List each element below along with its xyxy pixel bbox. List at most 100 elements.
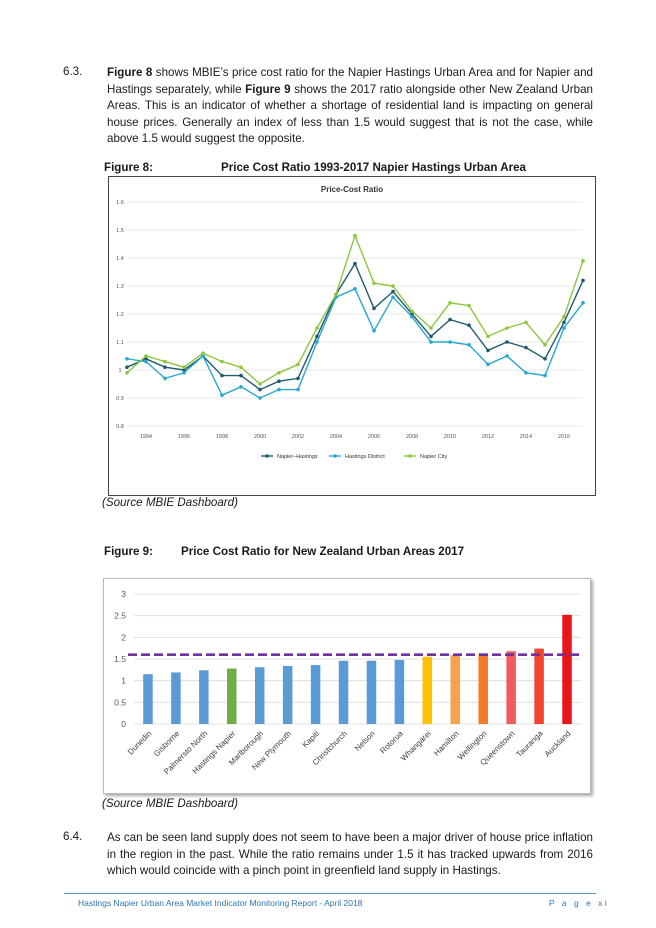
data-point xyxy=(125,357,129,361)
y-tick-label: 0.5 xyxy=(114,697,126,707)
x-tick-label: Whangarei xyxy=(399,729,433,763)
data-point xyxy=(467,323,471,327)
data-point xyxy=(524,320,528,325)
data-point xyxy=(448,317,452,322)
data-point xyxy=(353,261,357,266)
x-tick-label: Hamilton xyxy=(432,729,461,758)
data-point xyxy=(524,371,528,375)
paragraph-number: 6.3. xyxy=(63,65,83,78)
data-point xyxy=(201,354,205,358)
data-point xyxy=(429,326,433,330)
x-tick-label: 2000 xyxy=(254,434,266,440)
x-tick-label: Dunedin xyxy=(126,729,153,756)
data-point xyxy=(258,387,262,392)
bar xyxy=(199,670,209,724)
x-tick-label: 2012 xyxy=(482,434,494,440)
data-point xyxy=(353,233,357,238)
bar xyxy=(450,655,461,724)
data-point xyxy=(524,345,528,350)
data-point xyxy=(239,385,243,389)
data-point xyxy=(429,340,433,344)
data-point xyxy=(144,357,148,361)
data-point xyxy=(201,351,205,355)
data-point xyxy=(353,287,357,291)
data-point xyxy=(448,301,452,305)
data-point xyxy=(391,289,395,294)
y-tick-label: 1 xyxy=(118,368,121,374)
x-tick-label: 2004 xyxy=(330,434,342,440)
data-point xyxy=(163,359,167,364)
data-point xyxy=(410,315,414,319)
figure-9-source: (Source MBIE Dashboard) xyxy=(102,797,238,810)
data-point xyxy=(125,371,129,375)
data-point xyxy=(486,348,490,353)
page-number: P a g e xi xyxy=(549,898,610,908)
bar xyxy=(534,648,544,724)
data-point xyxy=(581,259,585,263)
data-point xyxy=(334,292,338,297)
data-point xyxy=(562,315,566,319)
legend-marker xyxy=(265,454,269,458)
footer-rule xyxy=(64,893,596,894)
data-point xyxy=(220,359,224,364)
data-point xyxy=(277,379,281,383)
bar xyxy=(478,653,488,724)
data-point xyxy=(220,393,224,397)
data-point xyxy=(543,343,547,347)
data-point xyxy=(410,309,414,313)
data-point xyxy=(258,382,262,386)
y-tick-label: 2 xyxy=(121,632,126,642)
bar xyxy=(338,660,349,724)
data-point xyxy=(296,362,300,367)
bar xyxy=(366,660,377,724)
data-point xyxy=(182,365,186,369)
data-point xyxy=(163,376,167,381)
figure-9-title: Price Cost Ratio for New Zealand Urban A… xyxy=(181,545,465,558)
x-tick-label: 2014 xyxy=(520,434,532,440)
data-point xyxy=(562,320,566,325)
bar xyxy=(227,668,237,724)
figure-8-chart: Price-Cost Ratio 0.8 0.9 1 1.1 1.2 1.3 1.4 1.5 1.… xyxy=(108,176,596,496)
paragraph-6-3: Figure 8 shows MBIE’s price cost ratio f… xyxy=(107,65,593,148)
bar xyxy=(282,665,293,724)
y-tick-label: 2.5 xyxy=(114,611,126,621)
data-point xyxy=(277,387,281,392)
data-point xyxy=(296,376,300,381)
y-tick-label: 1 xyxy=(121,676,126,686)
x-tick-label: 2002 xyxy=(292,434,304,440)
figure-8-label: Figure 8: xyxy=(104,161,153,174)
legend-marker xyxy=(333,454,337,458)
figure-9-ref: Figure 9 xyxy=(245,82,291,96)
data-point xyxy=(315,340,319,344)
data-point xyxy=(467,343,471,347)
y-tick-label: 3 xyxy=(121,589,126,599)
footer-title: Hastings Napier Urban Area Market Indica… xyxy=(78,898,363,908)
data-point xyxy=(258,396,262,400)
bar xyxy=(254,667,265,724)
data-point xyxy=(315,326,319,330)
data-point xyxy=(391,295,395,299)
figure-9-chart: 0 0.5 1 1.5 2 2.5 3 Dunedin Gisborne Palmersto No… xyxy=(103,578,591,794)
data-point xyxy=(163,365,167,369)
data-point xyxy=(372,306,376,311)
x-tick-label: Tauranga xyxy=(515,729,545,759)
data-point xyxy=(448,340,452,344)
data-point xyxy=(315,334,319,339)
data-point xyxy=(429,334,433,339)
bar xyxy=(562,614,572,724)
y-tick-label: 1.6 xyxy=(116,200,124,206)
figure-8-source: (Source MBIE Dashboard) xyxy=(102,496,238,509)
data-point xyxy=(581,301,585,305)
y-tick-label: 1.2 xyxy=(116,312,124,318)
y-tick-label: 0.8 xyxy=(116,424,124,430)
legend-label: Hastings District xyxy=(345,454,385,460)
data-point xyxy=(543,373,547,378)
x-tick-label: 1996 xyxy=(178,434,190,440)
series-line xyxy=(126,287,584,399)
data-point xyxy=(505,340,509,344)
x-tick-label: Rotorua xyxy=(378,729,405,756)
legend-label: Napier City xyxy=(420,454,447,460)
data-point xyxy=(391,284,395,288)
x-tick-label: Kapiti xyxy=(300,729,321,750)
